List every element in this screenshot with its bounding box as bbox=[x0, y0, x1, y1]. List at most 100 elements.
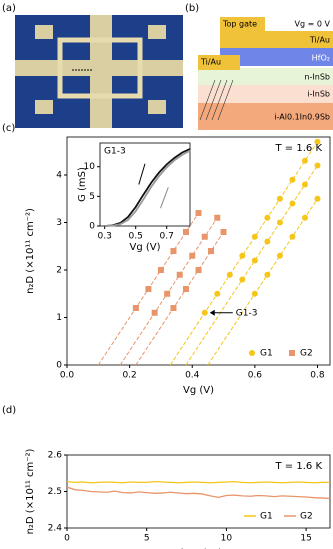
point bbox=[157, 267, 164, 273]
point bbox=[195, 210, 202, 216]
point bbox=[189, 252, 196, 259]
x-tick-label: 0.3 bbox=[97, 232, 111, 242]
x-tick-label: 0 bbox=[64, 534, 70, 544]
series-line bbox=[66, 486, 331, 500]
series-line bbox=[104, 149, 191, 227]
legend-label: G2 bbox=[300, 512, 313, 522]
point bbox=[239, 276, 246, 283]
point bbox=[239, 252, 246, 259]
point bbox=[251, 290, 258, 297]
series-line bbox=[104, 148, 191, 227]
x-axis-title: Vg (V) bbox=[183, 385, 214, 396]
x-tick-label: 0.4 bbox=[185, 371, 200, 381]
legend-label: G1 bbox=[260, 512, 273, 522]
callout-arrowhead bbox=[209, 309, 215, 316]
layer-label: i-Al0.1In0.9Sb bbox=[274, 113, 330, 122]
point bbox=[264, 214, 271, 221]
point bbox=[264, 271, 271, 278]
point bbox=[145, 286, 152, 292]
legend-marker bbox=[289, 350, 295, 356]
point bbox=[151, 309, 158, 316]
fit-line bbox=[135, 231, 224, 366]
point bbox=[301, 214, 308, 221]
panel-label: (b) bbox=[185, 3, 199, 14]
y-tick-label: 2.6 bbox=[48, 451, 63, 461]
point bbox=[314, 162, 321, 169]
trend-arrow bbox=[138, 163, 146, 185]
point bbox=[301, 157, 308, 164]
point bbox=[132, 305, 139, 311]
point bbox=[289, 200, 296, 207]
x-tick-label: 0.7 bbox=[160, 232, 174, 242]
series-line bbox=[66, 480, 330, 484]
x-tick-label: 10 bbox=[221, 534, 233, 544]
y-tick-label: 3 bbox=[56, 218, 62, 228]
layer-label: n-InSb bbox=[304, 73, 330, 82]
point bbox=[182, 286, 189, 292]
point bbox=[220, 229, 227, 235]
point bbox=[182, 229, 189, 235]
inset-title: G1-3 bbox=[104, 147, 126, 157]
annotation: T = 1.6 K bbox=[275, 461, 323, 472]
fit-line bbox=[207, 198, 318, 366]
layer-label: Ti/Au bbox=[309, 36, 330, 45]
y-tick-label: 2.5 bbox=[48, 487, 62, 497]
x-tick-label: 5 bbox=[144, 534, 150, 544]
point bbox=[176, 271, 183, 278]
point bbox=[208, 248, 215, 254]
point bbox=[264, 238, 271, 245]
point bbox=[251, 257, 258, 264]
point bbox=[164, 290, 171, 297]
device-photo bbox=[15, 15, 183, 128]
x-axis-title: Vg (V) bbox=[129, 242, 160, 253]
callout-label: G1-3 bbox=[236, 308, 258, 318]
y-tick-label: 0 bbox=[89, 222, 95, 232]
point bbox=[251, 233, 258, 240]
y-tick-label: 2.4 bbox=[48, 524, 63, 534]
layer-label: Top gate bbox=[222, 20, 257, 29]
panel-label: (c) bbox=[2, 123, 15, 134]
point bbox=[201, 309, 208, 316]
layer-label: HfO₂ bbox=[312, 54, 330, 63]
legend-label: G1 bbox=[260, 349, 273, 359]
x-tick-label: 0.8 bbox=[310, 371, 325, 381]
point bbox=[170, 305, 177, 311]
bias-label: Vg = 0 V bbox=[295, 20, 331, 29]
layer-label: Ti/Au bbox=[200, 58, 221, 67]
layer-label: i-InSb bbox=[307, 90, 330, 99]
point bbox=[289, 233, 296, 240]
y-tick-label: 2 bbox=[56, 266, 62, 276]
x-tick-label: 0.2 bbox=[122, 371, 136, 381]
point bbox=[314, 195, 321, 202]
y-tick-label: 1 bbox=[56, 313, 62, 323]
fit-line bbox=[185, 165, 318, 366]
point bbox=[214, 290, 221, 297]
y-axis-title: n₂D (×10¹¹ cm⁻²) bbox=[25, 208, 36, 294]
trend-arrow bbox=[160, 187, 169, 209]
layer-stack: Top gate Vg = 0 V Ti/Au HfO₂ Ti/Au n-InS… bbox=[198, 17, 333, 130]
point bbox=[301, 181, 308, 188]
point bbox=[226, 271, 233, 278]
point bbox=[195, 267, 202, 273]
point bbox=[289, 176, 296, 183]
point bbox=[201, 233, 208, 240]
annotation: T = 1.6 K bbox=[275, 143, 323, 154]
panel-label: (a) bbox=[2, 3, 16, 14]
legend-label: G2 bbox=[300, 349, 313, 359]
point bbox=[170, 248, 177, 254]
y-tick-label: 10 bbox=[84, 162, 96, 172]
point bbox=[214, 214, 221, 221]
y-tick-label: 0 bbox=[56, 361, 62, 371]
point bbox=[276, 252, 283, 259]
y-tick-label: 4 bbox=[56, 171, 62, 181]
y-tick-label: 5 bbox=[89, 192, 95, 202]
x-tick-label: 0.0 bbox=[60, 371, 75, 381]
y-axis-title: G (mS) bbox=[77, 167, 88, 202]
fit-line bbox=[119, 217, 218, 366]
x-tick-label: 15 bbox=[300, 534, 311, 544]
legend-marker bbox=[249, 350, 255, 356]
panel-label: (d) bbox=[2, 405, 16, 416]
point bbox=[314, 138, 321, 145]
point bbox=[276, 195, 283, 202]
